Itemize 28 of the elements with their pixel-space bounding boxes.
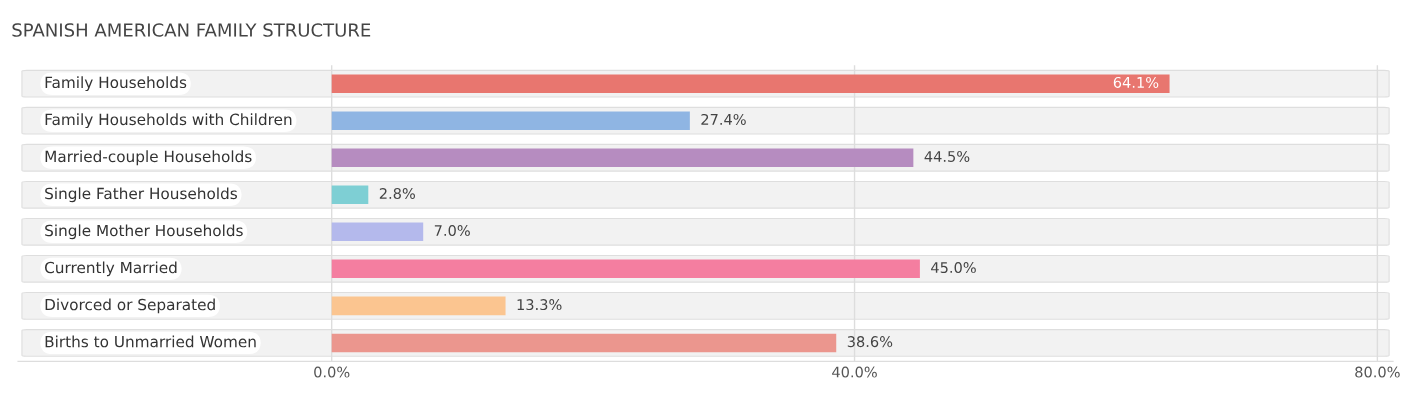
data-label: 2.8% bbox=[379, 187, 415, 200]
x-tick-label: 0.0% bbox=[314, 366, 350, 378]
y-tick-label: Divorced or Separated bbox=[45, 298, 215, 314]
x-tick-label: 80.0% bbox=[1355, 366, 1400, 378]
data-label: 38.6% bbox=[847, 336, 893, 348]
bar bbox=[331, 111, 690, 130]
chart-title: SPANISH AMERICAN FAMILY STRUCTURE bbox=[12, 23, 371, 37]
y-tick-label: Family Households bbox=[45, 76, 187, 92]
bar bbox=[331, 74, 1170, 93]
data-label: 13.3% bbox=[517, 299, 562, 311]
data-label: 44.5% bbox=[924, 150, 970, 162]
data-label: 64.1% bbox=[1113, 76, 1159, 88]
y-tick-label: Births to Unmarried Women bbox=[45, 335, 256, 348]
y-tick-label: Currently Married bbox=[45, 261, 177, 277]
y-tick-label: Married-couple Households bbox=[45, 150, 252, 166]
bar bbox=[331, 296, 506, 316]
bar bbox=[331, 259, 920, 279]
bar bbox=[331, 333, 837, 353]
y-tick-label: Single Mother Households bbox=[45, 224, 243, 240]
y-tick-label: Single Father Households bbox=[45, 187, 237, 203]
data-label: 45.0% bbox=[931, 262, 976, 274]
y-tick-label: Family Households with Children bbox=[45, 113, 292, 129]
bar bbox=[331, 185, 369, 205]
x-tick-label: 40.0% bbox=[832, 366, 877, 378]
data-label: 27.4% bbox=[701, 113, 746, 125]
data-label: 7.0% bbox=[434, 225, 470, 237]
bar bbox=[331, 222, 424, 242]
bar bbox=[331, 148, 914, 168]
